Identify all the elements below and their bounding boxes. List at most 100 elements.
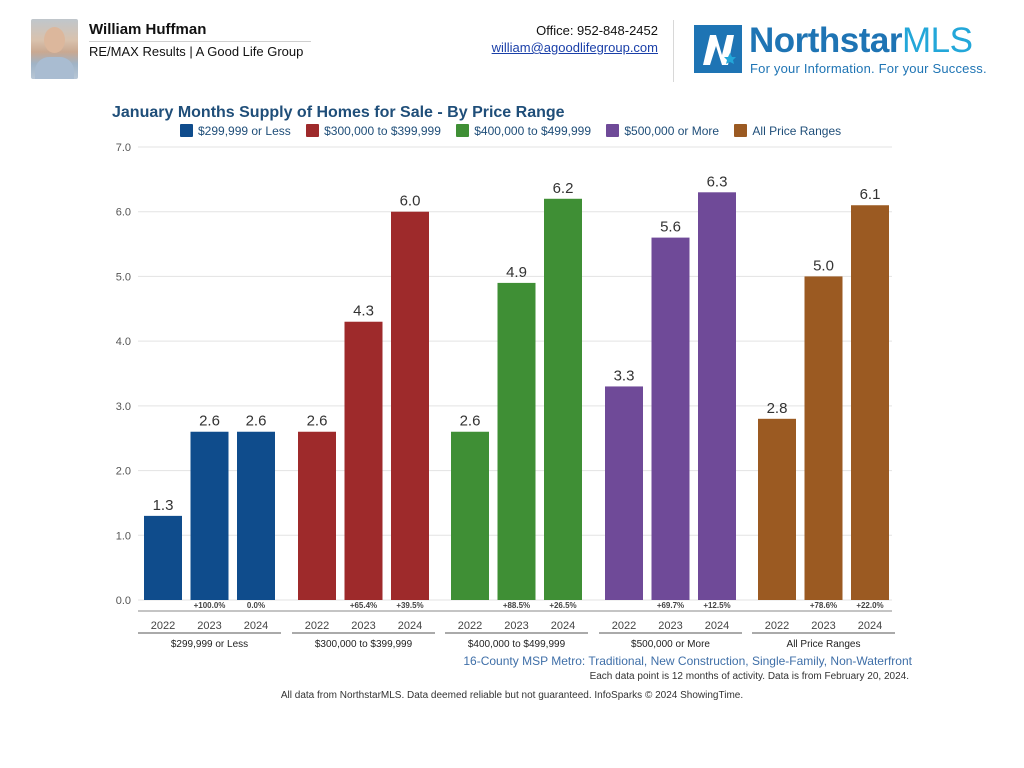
logo-brand: Northstar [749,21,903,60]
group-label: $400,000 to $499,999 [468,639,566,650]
bar-value-label: 2.8 [767,400,788,417]
legend-item[interactable]: $400,000 to $499,999 [456,124,591,138]
avatar-shirt [35,57,74,79]
legend-label: All Price Ranges [752,124,842,138]
northstar-logo: NorthstarMLS For your Information. For y… [694,21,994,77]
region-note: 16-County MSP Metro: Traditional, New Co… [463,654,912,668]
bar-value-label: 1.3 [153,497,174,514]
percent-change-label: +88.5% [503,601,530,610]
logo-wordmark: NorthstarMLS [749,21,973,61]
group-label: $500,000 or More [631,639,710,650]
group-label: $299,999 or Less [171,639,248,650]
report-header: William Huffman RE/MAX Results | A Good … [0,0,1024,92]
bar [497,282,536,600]
percent-change-label: +26.5% [549,601,576,610]
legend-swatch [606,124,620,137]
percent-change-label: +78.6% [810,601,837,610]
x-tick-label: 2024 [551,620,575,632]
legend-swatch [306,124,320,137]
legend-item[interactable]: $300,000 to $399,999 [306,124,441,138]
bar-value-label: 6.0 [400,193,421,210]
x-tick-label: 2022 [151,620,175,632]
bar [804,276,843,600]
x-tick-label: 2023 [658,620,682,632]
bar [651,237,690,600]
x-tick-label: 2024 [398,620,422,632]
y-tick-label: 0.0 [116,595,131,607]
bar-chart: 0.0 1.0 2.0 3.0 4.0 5.0 6.0 7.0 1.3 2022 2.6 +100.0… [116,142,895,650]
agent-name: William Huffman [89,21,207,38]
agent-email-link[interactable]: william@agoodlifegroup.com [491,40,658,55]
y-tick-label: 2.0 [116,466,131,478]
agent-company: RE/MAX Results | A Good Life Group [89,44,304,59]
legend-swatch [734,124,748,137]
legend-item[interactable]: $500,000 or More [606,124,719,138]
bar [851,205,889,600]
bar [544,198,582,600]
legend-item[interactable]: All Price Ranges [734,124,841,138]
bar [758,418,796,600]
percent-change-label: +39.5% [396,601,423,610]
bar [190,431,229,600]
x-tick-label: 2022 [765,620,789,632]
bar [698,192,736,601]
bar-value-label: 4.9 [506,264,527,281]
bar [391,211,429,600]
agent-name-divider [89,41,311,42]
logo-tagline: For your Information. For your Success. [750,61,987,76]
y-tick-label: 3.0 [116,401,131,413]
percent-change-label: +65.4% [350,601,377,610]
legend-item[interactable]: $299,999 or Less [180,124,291,138]
office-phone: Office: 952-848-2452 [536,23,658,38]
x-tick-label: 2022 [305,620,329,632]
group-label: $300,000 to $399,999 [315,639,413,650]
agent-avatar [31,19,78,79]
x-tick-label: 2022 [458,620,482,632]
bar-value-label: 2.6 [460,413,481,430]
x-tick-label: 2023 [351,620,375,632]
northstar-logo-icon [694,25,742,73]
group-label: All Price Ranges [787,639,861,650]
x-tick-label: 2024 [244,620,268,632]
bar [144,515,182,600]
percent-change-label: +22.0% [856,601,883,610]
legend-swatch [180,124,193,137]
bar-value-label: 2.6 [246,413,267,430]
percent-change-label: +69.7% [657,601,684,610]
y-tick-label: 1.0 [116,530,131,542]
bar-value-label: 5.6 [660,219,681,236]
legend-label: $299,999 or Less [198,124,291,138]
legend-label: $500,000 or More [624,124,720,138]
x-tick-label: 2023 [197,620,221,632]
bar [605,386,643,600]
bar [451,431,489,600]
percent-change-label: 0.0% [247,601,265,610]
x-tick-label: 2023 [811,620,835,632]
chart-title: January Months Supply of Homes for Sale … [112,104,565,121]
bar-value-label: 6.1 [860,186,881,203]
bar-value-label: 6.3 [707,173,728,190]
y-tick-label: 4.0 [116,336,131,348]
footer-disclaimer: All data from NorthstarMLS. Data deemed … [280,690,744,701]
bar-value-label: 4.3 [353,303,374,320]
bar-value-label: 2.6 [307,413,328,430]
x-tick-label: 2023 [504,620,528,632]
chart-legend: $299,999 or Less $300,000 to $399,999 $4… [180,124,853,142]
bar-value-label: 3.3 [614,367,635,384]
header-divider [673,20,674,82]
x-tick-label: 2022 [612,620,636,632]
data-note: Each data point is 12 months of activity… [589,671,909,682]
logo-brand-suffix: MLS [902,21,973,60]
legend-label: $300,000 to $399,999 [324,124,441,138]
y-tick-label: 5.0 [116,271,131,283]
bar [237,431,275,600]
x-tick-label: 2024 [705,620,729,632]
percent-change-label: +12.5% [703,601,730,610]
legend-swatch [456,124,470,137]
y-tick-label: 6.0 [116,207,131,219]
percent-change-label: +100.0% [194,601,226,610]
bar [298,431,336,600]
y-tick-label: 7.0 [116,142,131,154]
x-tick-label: 2024 [858,620,882,632]
bar-value-label: 2.6 [199,413,220,430]
